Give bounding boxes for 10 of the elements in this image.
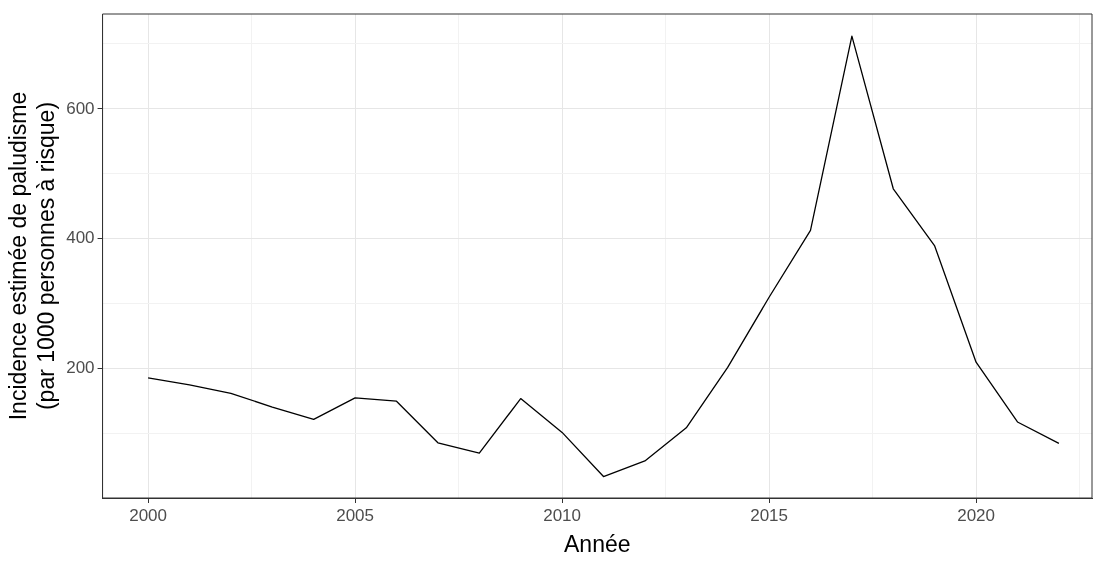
y-tick-label: 200 bbox=[66, 358, 95, 378]
x-tick-label: 2010 bbox=[543, 505, 582, 525]
y-tick-label: 600 bbox=[66, 98, 95, 118]
x-tick-label: 2000 bbox=[129, 505, 168, 525]
x-tick-label: 2020 bbox=[957, 505, 995, 525]
x-tick-label: 2015 bbox=[750, 505, 788, 525]
x-axis-title: Année bbox=[564, 530, 631, 557]
x-tick-label: 2005 bbox=[336, 505, 375, 525]
y-axis-title: Incidence estimée de paludisme (par 1000 personnes à risque) bbox=[5, 91, 59, 421]
y-tick-label: 400 bbox=[66, 228, 95, 248]
